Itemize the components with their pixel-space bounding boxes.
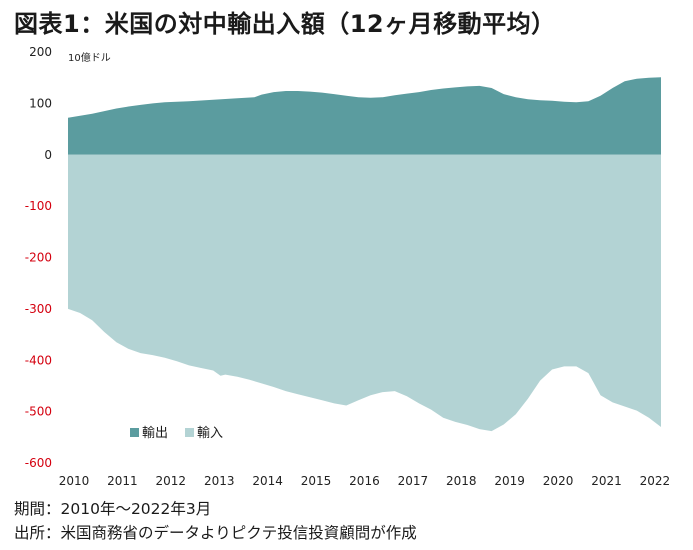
y-tick-label: -400 bbox=[25, 353, 52, 367]
y-tick-label: -200 bbox=[25, 251, 52, 265]
x-tick-label: 2015 bbox=[301, 474, 332, 488]
legend-swatch-import bbox=[185, 428, 194, 437]
period-note: 期間：2010年～2022年3月 bbox=[14, 500, 212, 518]
y-tick-label: -300 bbox=[25, 302, 52, 316]
legend-label-export: 輸出 bbox=[142, 426, 168, 441]
y-tick-label: 100 bbox=[29, 96, 52, 110]
chart-title: 図表1：米国の対中輸出入額（12ヶ月移動平均） bbox=[14, 10, 556, 38]
y-tick-label: -500 bbox=[25, 405, 52, 419]
export-area bbox=[68, 77, 661, 155]
x-tick-label: 2022 bbox=[640, 474, 671, 488]
x-tick-label: 2020 bbox=[543, 474, 574, 488]
y-tick-label: -600 bbox=[25, 456, 52, 470]
x-tick-label: 2012 bbox=[156, 474, 187, 488]
legend-label-import: 輸入 bbox=[197, 426, 223, 441]
x-tick-label: 2011 bbox=[107, 474, 138, 488]
y-axis-unit: 10億ドル bbox=[68, 53, 111, 64]
legend-swatch-export bbox=[130, 428, 139, 437]
source-note: 出所：米国商務省のデータよりピクテ投信投資顧問が作成 bbox=[14, 524, 417, 542]
x-tick-label: 2016 bbox=[349, 474, 380, 488]
y-tick-label: -100 bbox=[25, 199, 52, 213]
x-tick-label: 2013 bbox=[204, 474, 235, 488]
x-tick-label: 2019 bbox=[494, 474, 525, 488]
x-tick-label: 2018 bbox=[446, 474, 477, 488]
import-area bbox=[68, 154, 661, 432]
x-tick-label: 2017 bbox=[398, 474, 429, 488]
y-tick-label: 0 bbox=[44, 148, 52, 162]
x-tick-label: 2010 bbox=[59, 474, 90, 488]
x-tick-label: 2014 bbox=[252, 474, 283, 488]
y-tick-label: 200 bbox=[29, 45, 52, 59]
x-tick-label: 2021 bbox=[591, 474, 622, 488]
